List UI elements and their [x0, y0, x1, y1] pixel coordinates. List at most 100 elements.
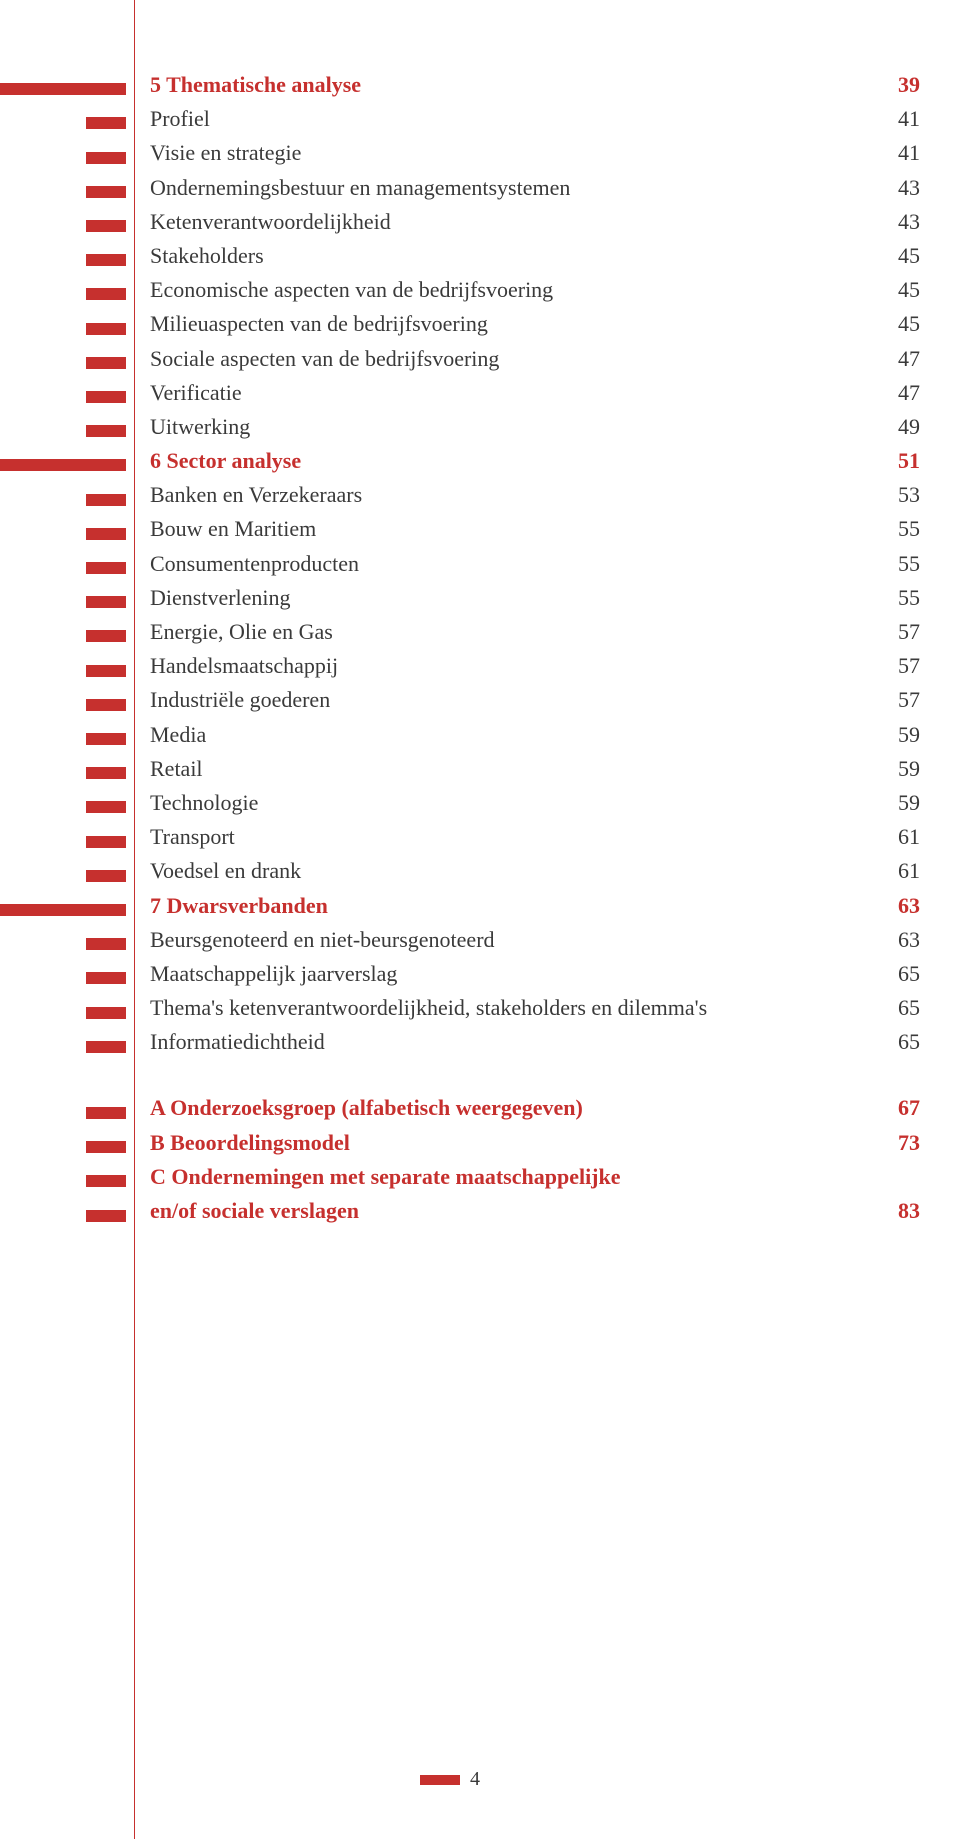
toc-entry-label: Economische aspecten van de bedrijfsvoer…	[150, 277, 553, 303]
toc-row: Verificatie47	[150, 380, 920, 414]
toc-list: 5 Thematische analyse39Profiel41Visie en…	[150, 72, 920, 1063]
toc-entry-page: 65	[898, 1029, 920, 1055]
toc-entry-page: 59	[898, 790, 920, 816]
toc-entry-page: 43	[898, 175, 920, 201]
toc-entry-label: Bouw en Maritiem	[150, 516, 316, 542]
section-mark-icon	[86, 665, 126, 677]
toc-row: Profiel 41	[150, 106, 920, 140]
toc-row: Informatiedichtheid 65	[150, 1029, 920, 1063]
toc-entry-label: Retail	[150, 756, 203, 782]
toc-entry-page: 41	[898, 140, 920, 166]
toc-entry-page: 59	[898, 756, 920, 782]
toc-entry-label: Visie en strategie	[150, 140, 301, 166]
toc-row: Beursgenoteerd en niet-beursgenoteerd63	[150, 927, 920, 961]
toc-entry-label: Milieuaspecten van de bedrijfsvoering	[150, 311, 488, 337]
toc-entry-label: Uitwerking	[150, 414, 250, 440]
footer-mark-icon	[420, 1775, 460, 1785]
section-mark-icon	[86, 152, 126, 164]
toc-entry-page: 51	[898, 448, 920, 474]
toc-entry-page: 45	[898, 311, 920, 337]
section-mark-icon	[86, 562, 126, 574]
section-mark-icon	[86, 288, 126, 300]
toc-row: Retail 59	[150, 756, 920, 790]
appendix-list: A Onderzoeksgroep (alfabetisch weergegev…	[150, 1095, 920, 1232]
toc-entry-page: 65	[898, 995, 920, 1021]
toc-row: Dienstverlening55	[150, 585, 920, 619]
section-mark-icon	[0, 904, 126, 916]
toc-entry-page: 57	[898, 619, 920, 645]
footer-page-number: 4	[470, 1768, 480, 1791]
toc-entry-page: 61	[898, 824, 920, 850]
toc-entry-page: 45	[898, 243, 920, 269]
section-mark-icon	[86, 1141, 126, 1153]
toc-row: Ondernemingsbestuur en managementsysteme…	[150, 175, 920, 209]
section-mark-icon	[86, 1210, 126, 1222]
page: 5 Thematische analyse39Profiel41Visie en…	[0, 0, 960, 1839]
section-mark-icon	[86, 596, 126, 608]
section-mark-icon	[86, 733, 126, 745]
toc-content: 5 Thematische analyse39Profiel41Visie en…	[150, 72, 920, 1232]
section-mark-icon	[86, 425, 126, 437]
toc-entry-page: 41	[898, 106, 920, 132]
section-mark-icon	[86, 836, 126, 848]
toc-row: Banken en Verzekeraars53	[150, 482, 920, 516]
toc-entry-label: en/of sociale verslagen	[150, 1198, 359, 1224]
toc-entry-label: Industriële goederen	[150, 687, 330, 713]
section-mark-icon	[86, 972, 126, 984]
toc-entry-page: 59	[898, 722, 920, 748]
vertical-separator-line	[134, 0, 135, 1839]
toc-row: Energie, Olie en Gas 57	[150, 619, 920, 653]
toc-entry-label: Ketenverantwoordelijkheid	[150, 209, 391, 235]
toc-entry-label: Profiel	[150, 106, 210, 132]
section-mark-icon	[86, 391, 126, 403]
toc-row: 7 Dwarsverbanden63	[150, 893, 920, 927]
toc-row: Stakeholders45	[150, 243, 920, 277]
section-mark-icon	[86, 528, 126, 540]
toc-row: Ketenverantwoordelijkheid 43	[150, 209, 920, 243]
section-mark-icon	[86, 699, 126, 711]
toc-entry-label: Energie, Olie en Gas	[150, 619, 333, 645]
section-mark-icon	[0, 459, 126, 471]
section-mark-icon	[0, 83, 126, 95]
section-mark-icon	[86, 1107, 126, 1119]
toc-row: Handelsmaatschappij57	[150, 653, 920, 687]
toc-row: C Ondernemingen met separate maatschappe…	[150, 1164, 920, 1198]
toc-entry-page: 73	[898, 1130, 920, 1156]
toc-row: Media 59	[150, 722, 920, 756]
toc-row: Consumentenproducten55	[150, 551, 920, 585]
toc-entry-page: 49	[898, 414, 920, 440]
toc-row: Visie en strategie 41	[150, 140, 920, 174]
toc-row: Voedsel en drank 61	[150, 858, 920, 892]
toc-entry-label: Beursgenoteerd en niet-beursgenoteerd	[150, 927, 495, 953]
toc-entry-page: 43	[898, 209, 920, 235]
section-mark-icon	[86, 323, 126, 335]
toc-entry-label: Sociale aspecten van de bedrijfsvoering	[150, 346, 499, 372]
toc-row: Maatschappelijk jaarverslag65	[150, 961, 920, 995]
toc-entry-label: Handelsmaatschappij	[150, 653, 338, 679]
toc-row: Thema's ketenverantwoordelijkheid, stake…	[150, 995, 920, 1029]
toc-entry-page: 55	[898, 551, 920, 577]
toc-entry-label: 5 Thematische analyse	[150, 72, 361, 98]
toc-row: Technologie59	[150, 790, 920, 824]
section-mark-icon	[86, 186, 126, 198]
section-mark-icon	[86, 870, 126, 882]
toc-entry-label: Voedsel en drank	[150, 858, 301, 884]
toc-entry-label: Thema's ketenverantwoordelijkheid, stake…	[150, 995, 707, 1021]
toc-row: Bouw en Maritiem55	[150, 516, 920, 550]
toc-entry-label: C Ondernemingen met separate maatschappe…	[150, 1164, 621, 1190]
toc-entry-label: Media	[150, 722, 206, 748]
section-mark-icon	[86, 1007, 126, 1019]
toc-entry-page: 47	[898, 346, 920, 372]
section-mark-icon	[86, 938, 126, 950]
section-mark-icon	[86, 220, 126, 232]
toc-entry-label: Informatiedichtheid	[150, 1029, 325, 1055]
toc-entry-page: 63	[898, 893, 920, 919]
toc-entry-page: 39	[898, 72, 920, 98]
toc-entry-label: Banken en Verzekeraars	[150, 482, 362, 508]
toc-row: Transport61	[150, 824, 920, 858]
toc-row: Sociale aspecten van de bedrijfsvoering 4…	[150, 346, 920, 380]
toc-entry-page: 61	[898, 858, 920, 884]
toc-entry-label: A Onderzoeksgroep (alfabetisch weergegev…	[150, 1095, 583, 1121]
toc-row: Uitwerking 49	[150, 414, 920, 448]
toc-row: 6 Sector analyse51	[150, 448, 920, 482]
